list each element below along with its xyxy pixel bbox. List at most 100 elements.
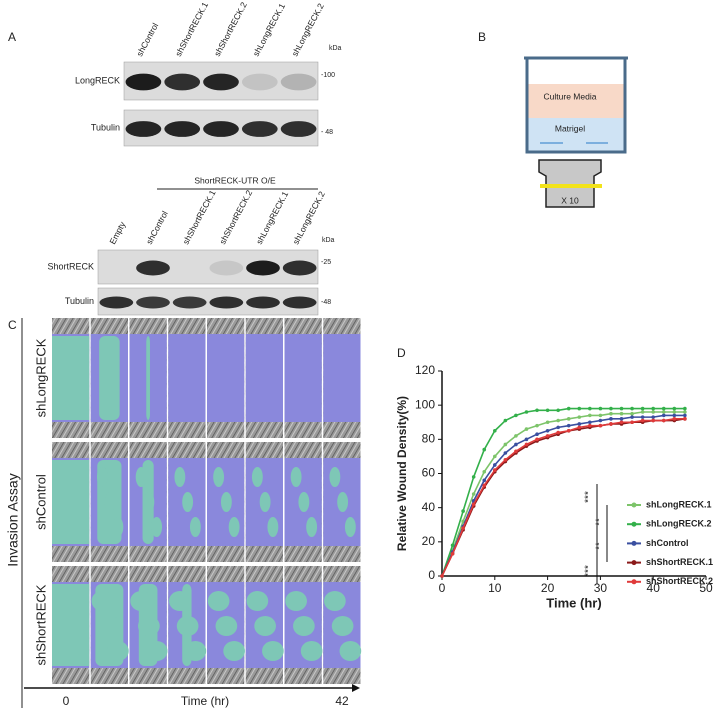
y-axis-title: Relative Wound Density(%) (395, 396, 409, 551)
data-point (440, 574, 444, 578)
wound-patch (143, 492, 155, 512)
data-point (514, 434, 518, 438)
significance: *** (584, 491, 595, 503)
wound-patch (174, 467, 186, 487)
band (209, 260, 244, 276)
data-point (461, 526, 465, 530)
legend-label: shShortRECK.1 (646, 557, 713, 567)
lane-label: shShortRECK.1 (181, 188, 218, 246)
wound-patch (306, 517, 318, 537)
y-tick-label: 20 (422, 534, 436, 548)
open-wound (52, 336, 90, 420)
x-tick-label: 0 (439, 581, 446, 595)
open-wound (146, 336, 150, 420)
y-tick-label: 80 (422, 432, 436, 446)
wound-patch (251, 467, 263, 487)
data-point (577, 425, 582, 430)
arrow-head (352, 684, 360, 692)
assay-title: Invasion Assay (5, 473, 21, 566)
row-label: Tubulin (91, 122, 120, 132)
wound-patch (145, 641, 168, 661)
row-label: LongRECK (75, 75, 120, 85)
row-label: shShortRECK (33, 584, 48, 665)
data-point (535, 437, 539, 442)
data-point (577, 406, 582, 411)
lane-label: shControl (144, 209, 170, 246)
band (246, 260, 280, 276)
x-tick-label: 30 (594, 581, 608, 595)
data-point (598, 413, 603, 418)
wound-patch (184, 641, 207, 661)
data-point (524, 410, 529, 414)
data-point (556, 418, 560, 423)
data-point (535, 432, 539, 437)
data-point (566, 423, 571, 428)
band (136, 296, 170, 309)
data-point (482, 447, 487, 452)
data-point (598, 406, 603, 411)
wound-patch (99, 616, 121, 636)
data-point (471, 502, 476, 507)
significance: *** (584, 565, 595, 577)
band (172, 296, 207, 309)
series-line (441, 418, 685, 577)
band (246, 296, 280, 309)
row-label: Tubulin (65, 296, 94, 306)
wound-patch (220, 492, 232, 512)
data-point (503, 418, 508, 423)
data-point (514, 413, 518, 418)
data-point (503, 442, 508, 447)
wound-patch (246, 591, 269, 611)
row-label: shLongRECK (33, 338, 48, 417)
data-point (672, 410, 677, 414)
wound-area (168, 334, 206, 422)
wound-patch (91, 591, 114, 611)
wound-patch (254, 616, 276, 636)
wound-area (323, 334, 361, 422)
data-point (471, 475, 476, 479)
x-tick-label: 50 (699, 581, 713, 595)
data-point (450, 551, 455, 556)
x-tick-label: 40 (647, 581, 661, 595)
band (125, 121, 162, 137)
wound-patch (96, 467, 108, 487)
blot-strip (97, 249, 319, 285)
y-tick-label: 0 (428, 568, 435, 582)
wound-patch (135, 467, 147, 487)
band (164, 73, 201, 91)
data-point (545, 420, 550, 425)
data-point (598, 423, 603, 428)
data-point (588, 413, 592, 418)
data-point (640, 415, 645, 419)
data-point (630, 406, 634, 411)
data-point (630, 411, 634, 416)
row-label: ShortRECK (47, 261, 94, 271)
data-point (461, 509, 465, 513)
data-point (640, 418, 645, 423)
data-point (545, 408, 550, 413)
lane-label: Empty (107, 219, 127, 246)
wound-patch (112, 517, 124, 537)
data-point (651, 415, 655, 419)
open-wound (52, 584, 90, 666)
wound-patch (228, 517, 240, 537)
data-point (661, 418, 666, 423)
wound-patch (207, 591, 230, 611)
significance: ** (595, 518, 606, 526)
data-point (566, 417, 571, 421)
lane-label: shLongRECK.2 (290, 1, 326, 58)
matrigel-label: Matrigel (555, 123, 585, 133)
wound-area (284, 334, 322, 422)
x-axis-title: Time (hr) (546, 595, 601, 610)
data-point (556, 408, 560, 413)
data-point (588, 420, 592, 425)
wound-patch (339, 641, 362, 661)
band (241, 73, 278, 91)
lane-label: shShortRECK.2 (217, 188, 254, 246)
unit-label: kDa (329, 45, 342, 52)
data-point (545, 428, 550, 433)
legend-label: shControl (646, 538, 689, 548)
lane-label: shLongRECK.1 (254, 189, 290, 246)
band (280, 121, 317, 137)
